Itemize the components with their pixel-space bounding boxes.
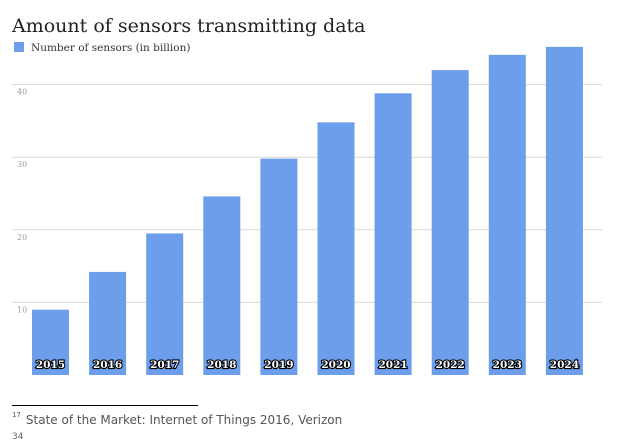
chart-title: Amount of sensors transmitting data	[11, 15, 366, 37]
bar-2022	[431, 70, 469, 375]
legend-swatch	[14, 42, 24, 52]
footnote-rule	[12, 405, 198, 406]
y-tick-label: 30	[17, 160, 27, 169]
page-number: 34	[12, 432, 24, 442]
legend-label: Number of sensors (in billion)	[31, 42, 190, 54]
bar-2019	[260, 158, 298, 375]
y-tick-label: 40	[17, 88, 27, 97]
x-tick-label: 2021	[378, 359, 407, 371]
y-tick-label: 20	[17, 233, 27, 242]
footnote-text: State of the Market: Internet of Things …	[25, 413, 343, 427]
bar-2017	[146, 233, 184, 375]
x-tick-label: 2022	[436, 359, 465, 371]
x-tick-label: 2018	[207, 359, 236, 371]
x-tick-label: 2024	[550, 359, 579, 371]
bar-2021	[374, 93, 412, 375]
x-tick-label: 2015	[36, 359, 65, 371]
x-tick-label: 2017	[150, 359, 179, 371]
bar-2018	[203, 196, 241, 375]
bar-2015	[32, 309, 69, 375]
bar-chart: Amount of sensors transmitting data Numb…	[11, 15, 602, 376]
footnote: 17 State of the Market: Internet of Thing…	[12, 411, 343, 427]
y-tick-label: 10	[17, 305, 27, 314]
bar-2020	[317, 122, 355, 376]
x-tick-label: 2020	[321, 359, 350, 371]
bar-2023	[488, 54, 526, 376]
x-tick-label: 2019	[264, 359, 293, 371]
x-tick-label: 2023	[493, 359, 522, 371]
bar-2016	[89, 271, 127, 375]
bar-2024	[545, 46, 583, 376]
x-tick-label: 2016	[93, 359, 122, 371]
footnote-marker: 17	[12, 411, 21, 419]
